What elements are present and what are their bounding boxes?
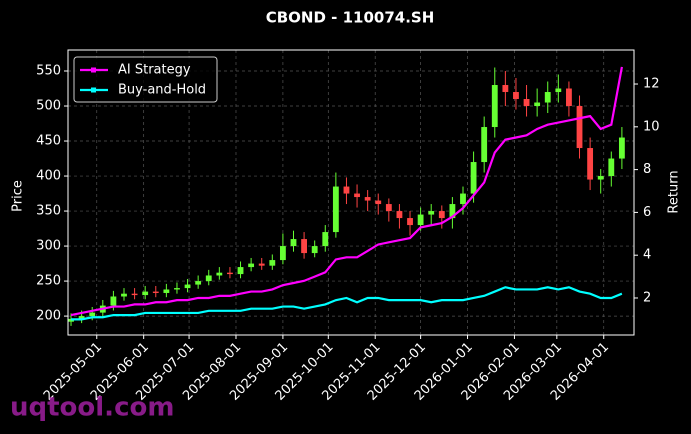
candle-body: [152, 291, 159, 293]
candle-body: [205, 275, 212, 282]
candle-body: [248, 263, 255, 268]
candle-body: [110, 296, 117, 306]
candle-body: [364, 197, 371, 201]
legend-label: Buy-and-Hold: [118, 83, 206, 98]
y2-tick-label: 6: [643, 205, 651, 220]
candle-body: [184, 284, 191, 289]
candle-body: [523, 99, 530, 107]
candle-body: [428, 211, 435, 215]
y-tick-label: 400: [36, 169, 61, 184]
legend-marker: [91, 67, 96, 73]
candle-body: [258, 263, 265, 266]
candle-body: [216, 272, 223, 276]
candle-body: [438, 211, 445, 219]
candle-body: [470, 162, 477, 194]
candle-body: [618, 137, 625, 159]
legend-marker: [91, 87, 96, 93]
y2-tick-label: 10: [643, 119, 660, 134]
candle-body: [311, 246, 318, 254]
candle-body: [608, 158, 615, 177]
y2-tick-label: 8: [643, 162, 651, 177]
line-series: [70, 66, 623, 317]
candle-body: [375, 200, 382, 205]
candle-body: [417, 214, 424, 226]
y-tick-label: 200: [36, 309, 61, 324]
candle-body: [269, 260, 276, 266]
y-tick-label: 550: [36, 64, 61, 79]
candle-body: [587, 148, 594, 180]
plot-frame: [67, 49, 635, 336]
candle-body: [89, 312, 96, 317]
candle-body: [449, 204, 456, 219]
line-series: [71, 286, 623, 321]
candle-body: [576, 106, 583, 149]
candle-body: [163, 289, 170, 293]
y-tick-label: 500: [36, 99, 61, 114]
legend-label: AI Strategy: [118, 63, 191, 78]
candle-body: [544, 92, 551, 103]
candle-body: [290, 239, 297, 247]
candle-body: [78, 316, 85, 319]
candle-body: [597, 176, 604, 180]
candle-body: [68, 318, 74, 322]
candle-body: [227, 272, 233, 275]
candle-body: [491, 85, 498, 128]
legend-box: [73, 56, 218, 103]
candle-body: [534, 102, 541, 107]
candle-body: [332, 186, 339, 233]
candle-body: [566, 88, 572, 107]
y2-tick-label: 2: [643, 290, 651, 305]
candle-body: [142, 291, 149, 296]
candle-body: [502, 85, 509, 93]
candle-body: [237, 267, 244, 275]
y-tick-label: 450: [36, 134, 61, 149]
candle-body: [322, 232, 329, 247]
candle-body: [396, 211, 403, 219]
candle-body: [195, 281, 202, 285]
y-tick-label: 350: [36, 204, 61, 219]
candle-body: [121, 293, 127, 297]
candle-body: [174, 288, 180, 290]
candle-body: [407, 218, 413, 226]
candle-body: [343, 186, 350, 194]
candle-body: [301, 239, 307, 254]
y-axis-label: Price: [11, 180, 26, 212]
y-tick-label: 250: [36, 274, 61, 289]
candle-body: [555, 88, 562, 93]
y-tick-label: 300: [36, 239, 61, 254]
y2-tick-label: 4: [643, 248, 651, 263]
candle-body: [513, 92, 519, 100]
watermark: uqtool.com: [10, 393, 174, 423]
candle-body: [460, 193, 466, 205]
candle-body: [354, 193, 360, 198]
candle-body: [131, 293, 138, 296]
y2-tick-label: 12: [643, 77, 660, 92]
candle-body: [385, 204, 392, 212]
y2-axis-label: Return: [667, 170, 682, 213]
candle-body: [279, 246, 286, 261]
chart-title: CBOND - 110074.SH: [266, 9, 435, 27]
candle-body: [481, 127, 488, 163]
